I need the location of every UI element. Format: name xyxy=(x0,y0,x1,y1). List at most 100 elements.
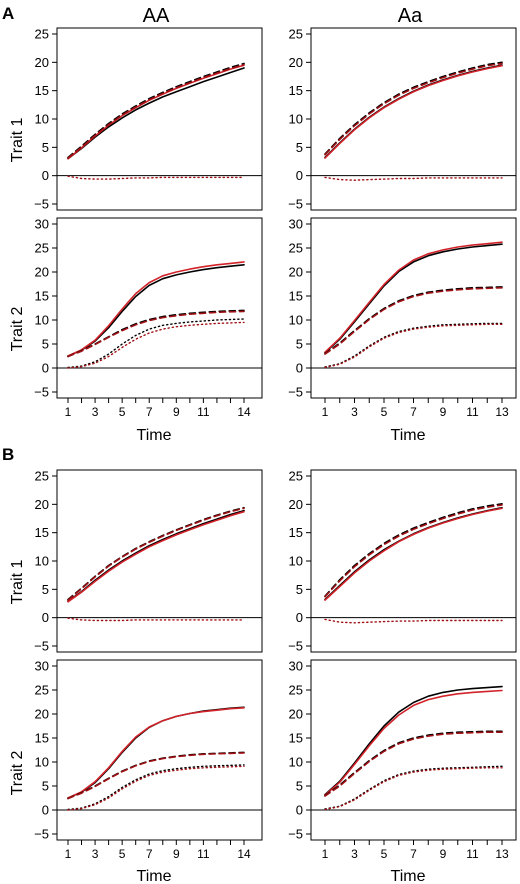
y-tick-label: 5 xyxy=(296,337,303,352)
y-tick-label: −5 xyxy=(34,385,49,400)
y-tick-label: 15 xyxy=(35,731,49,746)
plot-frame xyxy=(310,469,517,653)
y-tick-label: 25 xyxy=(289,683,303,698)
x-axis-title-b-aa: Time xyxy=(137,868,172,884)
y-tick-label: 0 xyxy=(42,610,49,625)
series-line-solid-red xyxy=(324,241,503,354)
x-tick-label: 14 xyxy=(237,847,251,861)
series-line-dashed-black xyxy=(67,506,245,601)
y-tick-label: 30 xyxy=(35,217,49,232)
y-tick-label: 0 xyxy=(296,610,303,625)
x-tick-label: 14 xyxy=(237,405,251,419)
y-tick-label: 20 xyxy=(289,55,303,70)
x-tick-label: 13 xyxy=(495,847,509,861)
y-tick-label: 15 xyxy=(35,525,49,540)
series-line-dashed-darkred xyxy=(324,286,503,355)
y-tick-label: 15 xyxy=(289,289,303,304)
y-tick-label: 25 xyxy=(289,469,303,484)
y-tick-label: 10 xyxy=(289,112,303,127)
plot-a-aa-trait1: −5 0 5 10 15 20 25 xyxy=(34,27,263,212)
y-tick-label: −5 xyxy=(288,639,303,654)
series-line-dotted-black xyxy=(324,322,503,368)
y-tick-label: 5 xyxy=(42,582,49,597)
series-line-dashed-black xyxy=(324,502,503,597)
series-line-solid-red xyxy=(324,689,503,796)
series-line-dotted-black xyxy=(67,318,245,369)
plot-b-big-a-small-a-trait1: −5 0 5 10 15 20 25 xyxy=(288,469,517,654)
y-tick-label: −5 xyxy=(34,197,49,212)
y-tick-label: 10 xyxy=(289,313,303,328)
y-tick-label: 10 xyxy=(35,313,49,328)
y-tick-label: 20 xyxy=(289,707,303,722)
x-tick-label: 3 xyxy=(351,847,358,861)
x-tick-label: 5 xyxy=(119,405,126,419)
series-line-solid-black xyxy=(324,64,503,159)
series-line-solid-black xyxy=(324,243,503,354)
y-tick-label: 20 xyxy=(35,265,49,280)
series-line-dotted-darkred xyxy=(324,618,503,624)
x-tick-label: 5 xyxy=(119,847,126,861)
y-tick-label: 20 xyxy=(289,265,303,280)
y-tick-label: 0 xyxy=(296,361,303,376)
x-tick-label: 11 xyxy=(197,405,210,419)
row-label-trait2-a: Trait 2 xyxy=(9,307,26,352)
x-tick-label: 9 xyxy=(173,847,180,861)
x-tick-label: 13 xyxy=(495,405,509,419)
series-line-dotted-black xyxy=(324,765,503,810)
series-line-solid-red xyxy=(67,510,245,603)
x-tick-label: 9 xyxy=(173,405,180,419)
y-tick-label: 25 xyxy=(35,683,49,698)
x-tick-label: 11 xyxy=(466,847,479,861)
y-tick-label: 20 xyxy=(289,497,303,512)
y-tick-label: 20 xyxy=(35,55,49,70)
series-line-dotted-darkred xyxy=(67,321,245,369)
series-line-dashed-black xyxy=(324,730,503,797)
x-tick-label: 9 xyxy=(440,847,447,861)
y-tick-label: 15 xyxy=(289,731,303,746)
y-tick-label: 20 xyxy=(35,497,49,512)
y-tick-label: 10 xyxy=(35,755,49,770)
plot-frame xyxy=(56,27,263,211)
series-line-solid-black xyxy=(324,506,503,601)
x-tick-label: 7 xyxy=(146,847,153,861)
series-line-solid-red xyxy=(67,261,245,357)
x-tick-label: 7 xyxy=(146,405,153,419)
plot-b-aa-trait2: −5 0 5 10 15 20 25 30 1 3 5 7 9 11 14 xyxy=(34,659,263,861)
series-line-dashed-darkred xyxy=(324,504,503,598)
y-tick-label: 15 xyxy=(35,289,49,304)
series-line-solid-red xyxy=(324,507,503,601)
series-line-dashed-black xyxy=(324,286,503,355)
series-line-solid-red xyxy=(67,706,245,799)
series-line-dashed-darkred xyxy=(67,310,245,358)
x-tick-label: 1 xyxy=(322,847,329,861)
y-tick-label: 15 xyxy=(289,525,303,540)
series-line-dashed-darkred xyxy=(324,62,503,156)
series-line-dashed-black xyxy=(67,309,245,358)
x-tick-label: 3 xyxy=(92,405,99,419)
y-tick-label: 10 xyxy=(35,554,49,569)
x-tick-label: 3 xyxy=(351,405,358,419)
y-tick-label: 30 xyxy=(35,659,49,674)
y-tick-label: 30 xyxy=(289,217,303,232)
column-title-aa: AA xyxy=(143,5,170,27)
series-line-dotted-darkred xyxy=(67,765,245,811)
y-tick-label: 5 xyxy=(296,779,303,794)
y-tick-label: −5 xyxy=(288,827,303,842)
y-tick-label: 25 xyxy=(289,241,303,256)
y-tick-label: 25 xyxy=(35,27,49,42)
y-tick-label: 5 xyxy=(42,337,49,352)
series-line-solid-red xyxy=(324,64,503,159)
row-label-trait1-b: Trait 1 xyxy=(9,560,26,605)
series-line-dotted-darkred xyxy=(67,617,245,622)
series-line-solid-black xyxy=(67,67,245,160)
plot-a-big-a-small-a-trait1: −5 0 5 10 15 20 25 xyxy=(288,27,517,212)
x-axis-title-a-aa: Time xyxy=(137,427,172,444)
series-line-dashed-black xyxy=(67,751,245,800)
y-tick-label: 5 xyxy=(42,779,49,794)
y-tick-label: 30 xyxy=(289,659,303,674)
panel-label-b: B xyxy=(2,445,14,464)
y-tick-label: 15 xyxy=(289,83,303,98)
plot-a-aa-trait2: −5 0 5 10 15 20 25 30 1 3 5 7 9 11 14 xyxy=(34,217,263,419)
